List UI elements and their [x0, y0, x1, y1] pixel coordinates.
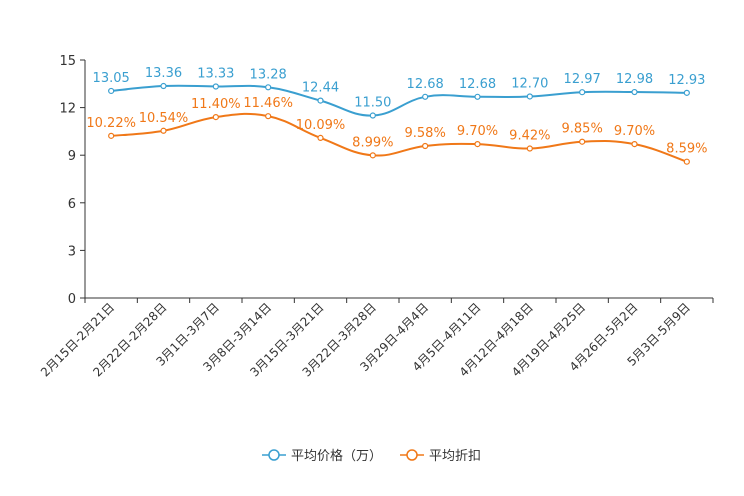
data-point — [474, 93, 481, 100]
data-point — [579, 89, 586, 96]
legend-marker-icon — [268, 449, 280, 461]
data-point — [212, 114, 219, 121]
data-label: 9.85% — [562, 122, 603, 137]
y-tick-label: 0 — [68, 292, 76, 307]
data-point — [474, 140, 481, 148]
data-point — [579, 138, 586, 145]
data-point — [108, 87, 115, 95]
data-label: 13.36 — [145, 66, 182, 81]
data-label: 13.33 — [197, 66, 234, 81]
data-label: 12.44 — [302, 81, 339, 96]
data-label: 9.70% — [614, 124, 655, 139]
legend-item-2[interactable]: 平均折扣 — [400, 449, 481, 464]
data-labels: 13.05 13.36 13.33 13.28 12.44 11.50 12.68 12.68… — [86, 66, 707, 157]
data-label: 8.99% — [352, 135, 393, 150]
data-label: 8.59% — [666, 142, 707, 157]
data-point — [369, 112, 376, 119]
series-group — [108, 82, 690, 165]
legend-label: 平均价格（万） — [291, 448, 382, 464]
data-label: 12.98 — [616, 72, 653, 87]
data-label: 10.09% — [296, 118, 346, 133]
data-label: 10.22% — [86, 116, 136, 131]
data-label: 12.97 — [564, 72, 601, 87]
data-label: 12.68 — [407, 77, 444, 92]
data-point — [317, 97, 324, 104]
data-point — [317, 134, 324, 142]
data-label: 11.40% — [191, 97, 241, 112]
data-point — [108, 132, 115, 139]
series-line-1 — [111, 84, 687, 117]
data-label: 9.58% — [405, 126, 446, 141]
data-label: 12.70 — [511, 76, 548, 91]
data-point — [212, 83, 219, 90]
data-label: 12.68 — [459, 77, 496, 92]
data-point — [683, 89, 690, 96]
data-point — [526, 93, 533, 100]
data-point — [683, 158, 690, 165]
data-label: 9.42% — [509, 129, 550, 144]
series-line-2 — [111, 112, 688, 163]
y-tick-label: 3 — [68, 244, 76, 259]
y-tick-label: 9 — [68, 149, 76, 164]
data-point — [422, 93, 429, 100]
y-tick-label: 15 — [59, 54, 76, 69]
data-point — [369, 152, 376, 159]
legend-item-1[interactable]: 平均价格（万） — [262, 448, 382, 464]
data-label: 9.70% — [457, 124, 498, 139]
legend-marker-icon — [406, 449, 418, 461]
y-tick-label: 12 — [59, 102, 76, 117]
data-point — [526, 145, 533, 152]
data-point — [160, 82, 167, 90]
data-point — [631, 140, 638, 148]
data-label: 11.46% — [243, 96, 293, 111]
data-label: 11.50 — [354, 96, 391, 111]
data-label: 13.05 — [93, 71, 130, 86]
data-label: 13.28 — [250, 67, 287, 82]
data-point — [422, 142, 429, 150]
y-tick-label: 6 — [68, 197, 76, 212]
legend[interactable]: 平均价格（万） 平均折扣 — [262, 448, 481, 464]
data-point — [160, 127, 167, 134]
data-point — [265, 113, 272, 120]
data-label: 10.54% — [139, 111, 189, 126]
data-point — [631, 88, 638, 96]
data-point — [265, 84, 272, 91]
data-label: 12.93 — [668, 73, 705, 88]
legend-label: 平均折扣 — [429, 449, 481, 464]
